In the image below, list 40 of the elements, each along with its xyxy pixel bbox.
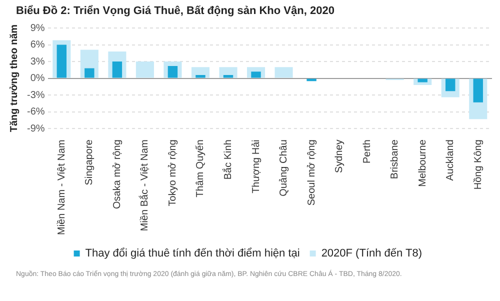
x-tick-label: Hồng Kông: [472, 140, 484, 190]
x-tick-label: Quảng Châu: [278, 140, 290, 196]
legend-label: Thay đổi giá thuê tính đến thời điểm hiện tại: [85, 248, 300, 260]
bar: [251, 72, 261, 78]
bar: [84, 68, 94, 78]
y-tick-label: 9%: [30, 22, 45, 34]
x-tick-label: Auckland: [445, 140, 456, 181]
chart-title: Biểu Đồ 2: Triển Vọng Giá Thuê, Bất động sản Kho Vận, 2020: [15, 4, 336, 19]
bar: [418, 78, 428, 82]
bar: [112, 62, 122, 78]
x-tick-label: Thượng Hải: [250, 140, 262, 194]
bar: [306, 78, 316, 82]
bar: [168, 66, 178, 78]
legend-label: 2020F (Tính đến T8): [321, 248, 422, 260]
x-tick-label: Melbourne: [417, 139, 428, 187]
y-tick-label: 3%: [30, 56, 45, 68]
x-tick-label: Thâm Quyến: [195, 140, 206, 198]
bar: [136, 62, 154, 78]
bar: [445, 78, 456, 92]
y-tick-label: 0%: [30, 73, 45, 84]
x-tick-label: Seoul mở rộng: [306, 140, 318, 206]
x-tick-label: Tokyo mở rộng: [167, 140, 178, 206]
y-tick-label: 6%: [30, 40, 45, 51]
bar: [56, 44, 67, 78]
y-axis-title: Tăng trưởng theo năm: [8, 24, 20, 132]
x-tick-label: Osaka mở rộng: [112, 140, 123, 209]
y-tick-label: -6%: [26, 106, 45, 118]
x-tick-label: Miền Bắc - Việt Nam: [138, 140, 151, 232]
x-tick-label: Singapore: [84, 139, 96, 186]
x-tick-label: Sydney: [334, 140, 346, 173]
y-tick-label: -3%: [26, 90, 45, 101]
bar: [473, 78, 483, 102]
bar: [274, 67, 293, 78]
bar: [223, 74, 234, 78]
x-tick-label: Perth: [362, 140, 373, 164]
y-tick-label: -9%: [26, 123, 45, 134]
x-tick-label: Miền Nam - Việt Nam: [56, 140, 68, 236]
x-tick-label: Bắc Kinh: [222, 140, 234, 180]
bar: [196, 74, 206, 78]
x-tick-label: Brisbane: [390, 139, 401, 180]
